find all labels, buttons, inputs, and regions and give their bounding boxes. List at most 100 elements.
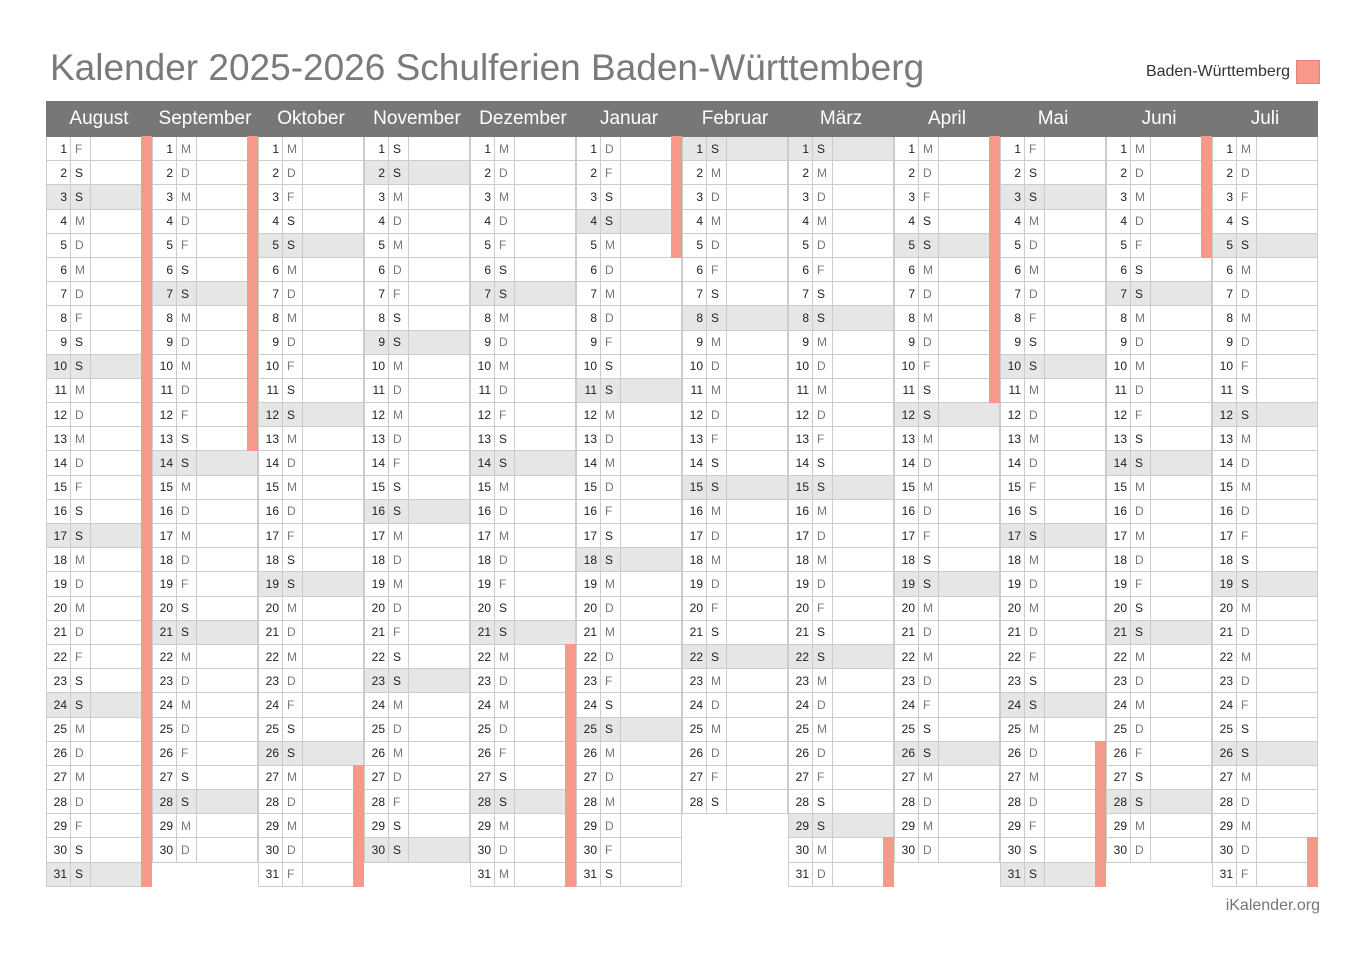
- month-column-januar: Januar 1 D 2 F 3 S 4 S 5 M 6 D 7 M 8 D 9 F 10 S 11 S 12 M 13 D 14 M 1…: [576, 101, 682, 892]
- day-note-space: [409, 645, 469, 668]
- holiday-marker: [989, 305, 1000, 331]
- day-row: 12 F: [470, 403, 576, 428]
- day-number: 27: [259, 765, 283, 790]
- day-row: 26 S: [894, 741, 1000, 766]
- day-number: 31: [471, 862, 495, 886]
- day-number: 12: [259, 403, 283, 427]
- day-number: 2: [47, 161, 71, 185]
- holiday-marker: [353, 837, 364, 863]
- day-note-space: [939, 645, 999, 668]
- weekday-letter: M: [919, 427, 939, 451]
- weekday-letter: M: [1237, 427, 1257, 451]
- day-number: 7: [365, 282, 389, 306]
- day-row: 24 F: [894, 693, 1000, 718]
- day-note-space: [1151, 476, 1211, 499]
- day-note-space: [197, 669, 257, 692]
- day-number: 8: [789, 306, 813, 330]
- day-row: 12 S: [894, 403, 1000, 428]
- day-number: 23: [259, 669, 283, 693]
- day-number: 15: [1213, 475, 1237, 499]
- weekday-letter: M: [813, 161, 833, 185]
- day-number: 24: [683, 693, 707, 717]
- weekday-letter: S: [1025, 669, 1045, 693]
- day-note-space: [621, 403, 681, 426]
- weekday-letter: M: [919, 765, 939, 790]
- weekday-letter: D: [283, 838, 303, 862]
- weekday-letter: M: [1237, 644, 1257, 669]
- weekday-letter: D: [495, 330, 515, 354]
- day-note-space: [1257, 790, 1317, 813]
- weekday-letter: F: [177, 403, 197, 427]
- day-note-space: [1151, 331, 1211, 354]
- day-note-space: [409, 234, 469, 257]
- day-row: 26 D: [46, 740, 152, 766]
- day-number: 2: [683, 161, 707, 185]
- day-note-space: [727, 427, 787, 450]
- day-row: 26 D: [1000, 740, 1106, 766]
- holiday-marker: [141, 450, 152, 476]
- day-row: 21 D: [894, 620, 1000, 645]
- day-number: 27: [47, 765, 71, 790]
- day-number: 29: [471, 814, 495, 838]
- day-number: 3: [471, 185, 495, 209]
- day-row: 20 M: [258, 596, 364, 621]
- weekday-letter: M: [1025, 209, 1045, 233]
- weekday-letter: M: [1131, 137, 1151, 161]
- weekday-letter: S: [389, 330, 409, 354]
- day-number: 10: [1001, 354, 1025, 378]
- day-number: 4: [789, 209, 813, 233]
- day-note-space: [939, 718, 999, 741]
- weekday-letter: M: [495, 644, 515, 669]
- day-row: 17 M: [1106, 524, 1212, 549]
- weekday-letter: F: [707, 596, 727, 620]
- day-number: 16: [1001, 499, 1025, 523]
- holiday-marker: [565, 643, 576, 670]
- day-number: 3: [259, 185, 283, 209]
- weekday-letter: F: [1025, 814, 1045, 838]
- day-row: 16 M: [788, 499, 894, 524]
- weekday-letter: D: [813, 233, 833, 257]
- day-number: 24: [789, 693, 813, 717]
- day-number: 6: [471, 257, 495, 282]
- day-row: 20 M: [1000, 596, 1106, 621]
- day-note-space: [621, 597, 681, 620]
- day-row: 12 M: [576, 403, 682, 428]
- day-row: 19 M: [576, 572, 682, 597]
- day-number: 18: [577, 548, 601, 572]
- day-number: 3: [683, 185, 707, 209]
- day-number: 18: [259, 548, 283, 572]
- day-number: 19: [789, 572, 813, 596]
- day-note-space: [1045, 355, 1105, 378]
- day-row: 11 D: [470, 378, 576, 404]
- month-column-märz: März 1 S 2 M 3 D 4 M 5 D 6 F 7 S 8 S 9 M 10 D 11 M 12 D 13 F 14 S 15 S…: [788, 101, 894, 892]
- weekday-letter: F: [71, 475, 91, 499]
- weekday-letter: M: [71, 257, 91, 282]
- day-note-space: [409, 258, 469, 281]
- weekday-letter: D: [1237, 330, 1257, 354]
- holiday-marker: [565, 789, 576, 815]
- month-header: Februar: [682, 101, 788, 137]
- holiday-marker: [141, 571, 152, 597]
- day-row: 14 D: [894, 451, 1000, 476]
- day-note-space: [303, 355, 363, 378]
- holiday-marker: [671, 184, 682, 210]
- weekday-letter: F: [919, 354, 939, 378]
- day-number: 28: [1001, 790, 1025, 814]
- day-note-space: [1151, 548, 1211, 571]
- day-row: 10 F: [258, 354, 364, 379]
- day-row: 30 D: [894, 838, 1000, 863]
- weekday-letter: M: [495, 137, 515, 161]
- day-row: 21 S: [788, 620, 894, 645]
- weekday-letter: S: [919, 209, 939, 233]
- day-row: 25 D: [1106, 717, 1212, 742]
- weekday-letter: M: [71, 765, 91, 790]
- day-row: 27 M: [1000, 764, 1106, 791]
